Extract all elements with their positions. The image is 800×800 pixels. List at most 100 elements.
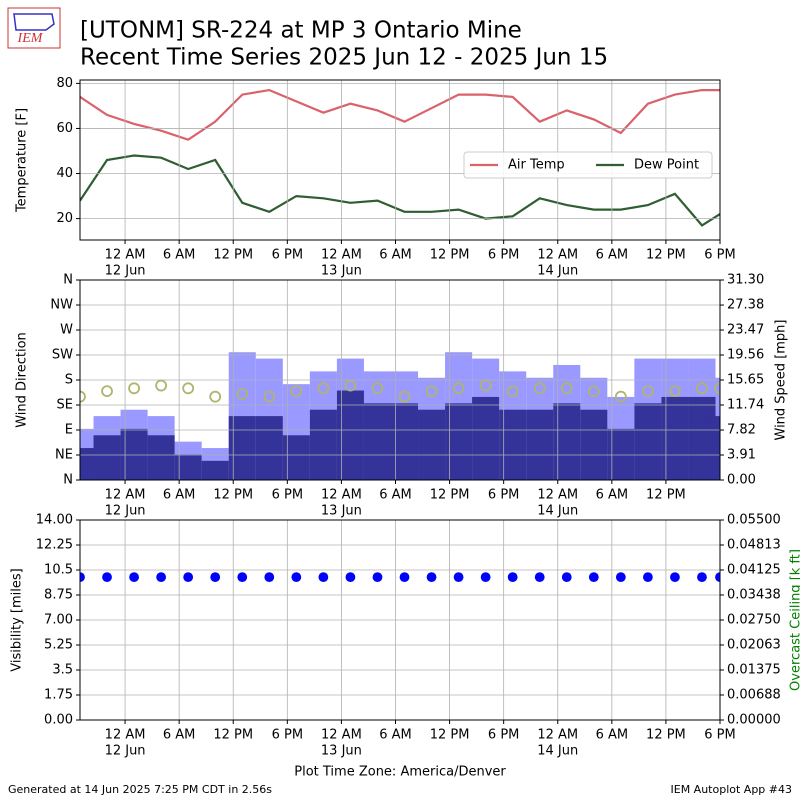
- legend-label: Dew Point: [634, 158, 699, 173]
- x-date-label: 12 Jun: [105, 264, 146, 279]
- x-tick-label: 12 PM: [213, 248, 253, 263]
- y2-tick-label: 7.82: [727, 423, 756, 438]
- point: [210, 572, 221, 583]
- panel: 12 AM 6 AM 12 PM 6 PM 12 AM 6 AM 12 PM 6 PM 12 A…: [15, 76, 736, 279]
- point: [237, 572, 248, 583]
- x-tick-label: 6 PM: [488, 488, 519, 503]
- point: [425, 385, 438, 398]
- point: [128, 382, 140, 395]
- point: [506, 385, 519, 398]
- point: [80, 390, 86, 403]
- y2-tick-label: 0.00: [727, 473, 756, 488]
- footer-left: Generated at 14 Jun 2025 7:25 PM CDT in …: [8, 783, 272, 796]
- bar: [390, 403, 419, 480]
- bar: [472, 396, 500, 480]
- x-tick-label: 6 AM: [163, 248, 196, 263]
- y2-axis-label: Overcast Ceiling [k ft]: [789, 549, 800, 691]
- point: [182, 382, 195, 395]
- point: [615, 572, 626, 583]
- subtitle: Recent Time Series 2025 Jun 12 - 2025 Ju…: [80, 45, 608, 71]
- plot-frame: [79, 519, 721, 721]
- plot-area: [80, 572, 720, 583]
- point: [129, 572, 139, 583]
- footer-right: IEM Autoplot App #43: [671, 783, 793, 796]
- x-tick-label: 12 PM: [430, 488, 470, 503]
- point: [344, 379, 357, 392]
- bar: [336, 390, 364, 480]
- point: [480, 572, 491, 583]
- x-tick-label: 12 PM: [646, 488, 686, 503]
- y-tick-label: 0.00: [44, 713, 73, 728]
- point: [453, 572, 464, 583]
- x-tick-label: 6 AM: [596, 728, 629, 743]
- x-tick-label: 12 AM: [537, 248, 578, 263]
- point: [102, 572, 112, 583]
- bar: [607, 428, 635, 480]
- point: [264, 572, 275, 583]
- bar: [255, 416, 283, 480]
- y-tick-label: 10.5: [44, 563, 73, 578]
- bar: [147, 435, 175, 480]
- bar: [309, 409, 337, 480]
- title: [UTONM] SR-224 at MP 3 Ontario Mine: [80, 18, 522, 44]
- logo: IEM: [7, 7, 61, 49]
- legend: Air Temp Dew Point: [463, 151, 713, 179]
- y-tick-label: 80: [56, 76, 73, 91]
- point: [479, 379, 492, 392]
- legend-label: Air Temp: [508, 158, 565, 173]
- point: [291, 572, 302, 583]
- point: [156, 572, 167, 583]
- plot-frame: [79, 79, 721, 241]
- x-tick-label: 12 AM: [321, 488, 362, 503]
- x-tick-label: 6 AM: [379, 248, 412, 263]
- x-tick-label: 6 AM: [163, 728, 196, 743]
- x-tick-label: 12 PM: [646, 728, 686, 743]
- y-tick-label: 5.25: [44, 638, 73, 653]
- y2-tick-label: 0.04813: [727, 537, 781, 552]
- bar: [363, 403, 391, 480]
- bar: [526, 409, 554, 480]
- bar: [499, 409, 527, 480]
- plot-frame: [79, 279, 721, 481]
- y-axis-label: Visibility [miles]: [10, 568, 25, 671]
- x-tick-label: 6 AM: [379, 488, 412, 503]
- point: [697, 572, 707, 583]
- y2-tick-label: 23.47: [727, 323, 764, 338]
- bar: [634, 403, 662, 480]
- y-tick-label: NE: [55, 448, 73, 463]
- point: [101, 385, 113, 398]
- y2-tick-label: 0.02750: [727, 613, 781, 628]
- bar: [706, 416, 720, 480]
- x-date-label: 12 Jun: [105, 504, 146, 519]
- logo-text: IEM: [17, 31, 44, 46]
- y-tick-label: E: [65, 423, 73, 438]
- x-date-label: 12 Jun: [105, 744, 146, 759]
- bar: [282, 435, 310, 480]
- y-tick-label: 7.00: [44, 613, 73, 628]
- y-tick-label: 1.75: [44, 688, 73, 703]
- point: [345, 572, 356, 583]
- y2-tick-label: 0.00688: [727, 687, 781, 702]
- point: [80, 572, 85, 583]
- y2-tick-label: 15.65: [727, 373, 764, 388]
- x-date-label: 14 Jun: [537, 744, 578, 759]
- point: [372, 572, 383, 583]
- x-date-label: 14 Jun: [537, 264, 578, 279]
- point: [183, 572, 194, 583]
- point: [290, 385, 303, 398]
- bar: [174, 454, 202, 480]
- x-tick-label: 12 AM: [105, 728, 146, 743]
- y-tick-label: 20: [56, 211, 73, 226]
- bar: [93, 435, 121, 480]
- x-tick-label: 6 PM: [704, 728, 735, 743]
- x-tick-label: 6 AM: [596, 248, 629, 263]
- point: [263, 390, 276, 403]
- x-date-label: 13 Jun: [321, 264, 362, 279]
- bar: [80, 448, 94, 480]
- y-tick-label: W: [60, 323, 73, 338]
- y2-tick-label: 0.02063: [727, 637, 781, 652]
- y-tick-label: 14.00: [36, 513, 73, 528]
- point: [426, 572, 437, 583]
- point: [236, 387, 249, 400]
- x-tick-label: 12 PM: [213, 728, 253, 743]
